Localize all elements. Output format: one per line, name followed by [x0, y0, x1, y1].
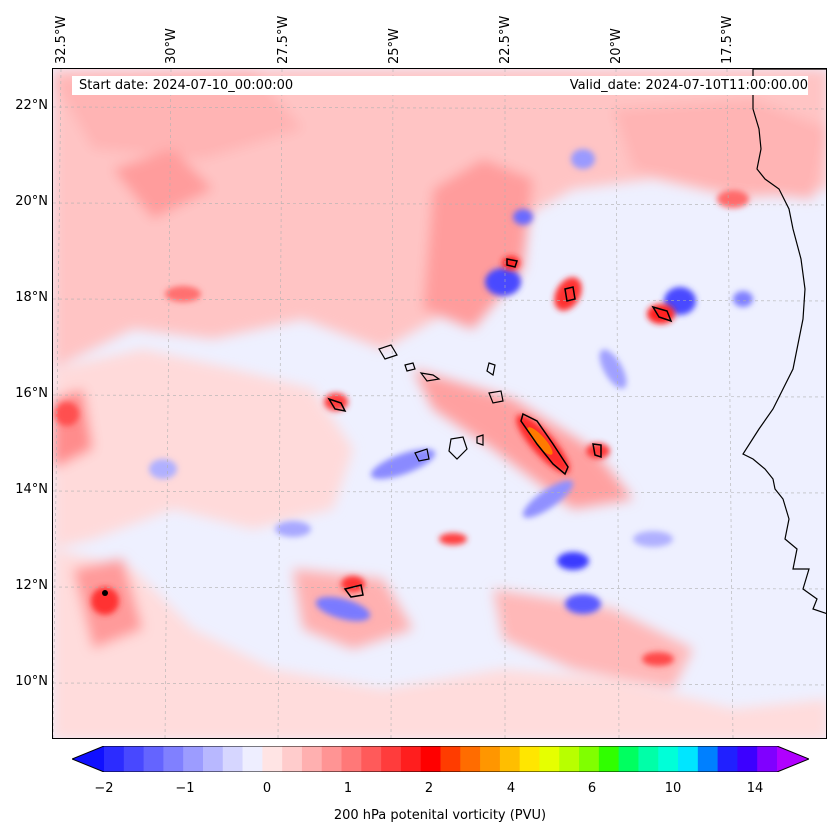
- pv-contours: [327, 258, 673, 598]
- colorbar-segment: [539, 746, 560, 772]
- colorbar-segment: [163, 746, 184, 772]
- cbar-tick: 2: [424, 781, 434, 796]
- colorbar-segment: [757, 746, 778, 772]
- lat-label-22n: 22°N: [15, 98, 48, 113]
- cbar-tick: −2: [94, 781, 114, 796]
- orange-maximum: [527, 427, 553, 455]
- lat-label-20n: 20°N: [15, 194, 48, 209]
- colorbar-segment: [737, 746, 758, 772]
- colorbar-segment: [638, 746, 659, 772]
- colorbar-segment: [321, 746, 343, 772]
- lon-label-27-5w: 27.5°W: [276, 15, 291, 64]
- lon-label-22-5w: 22.5°W: [498, 15, 513, 64]
- colorbar-segment: [559, 746, 580, 772]
- colorbar-segment: [658, 746, 679, 772]
- graticule: [53, 69, 826, 738]
- colorbar-segment: [579, 746, 600, 772]
- lat-label-16n: 16°N: [15, 386, 48, 401]
- colorbar-segment: [104, 746, 125, 772]
- colorbar-svg: [70, 745, 811, 773]
- colorbar-segment: [400, 746, 422, 772]
- valid-date-label: Valid_date: 2024-07-10T11:00:00.00: [569, 78, 808, 93]
- colorbar-segment: [262, 746, 283, 772]
- colorbar-segment: [618, 746, 640, 772]
- colorbar-segment: [222, 746, 244, 772]
- pv-field-map: [53, 69, 826, 738]
- colorbar-label: 200 hPa potenital vorticity (PVU): [333, 808, 547, 823]
- colorbar-extend-high: [777, 746, 809, 772]
- lat-label-18n: 18°N: [15, 290, 48, 305]
- cbar-tick: 10: [664, 781, 682, 796]
- lon-label-32-5w: 32.5°W: [54, 15, 69, 64]
- colorbar-segment: [499, 746, 521, 772]
- light-red-regions: [53, 69, 826, 738]
- colorbar-segment: [361, 746, 382, 772]
- cbar-tick: 6: [587, 781, 597, 796]
- colorbar-segment: [598, 746, 620, 772]
- cbar-tick: −1: [175, 781, 195, 796]
- cbar-tick: 1: [343, 781, 353, 796]
- cbar-tick: 14: [746, 781, 764, 796]
- colorbar-segment: [282, 746, 303, 772]
- lon-label-17-5w: 17.5°W: [720, 15, 735, 64]
- colorbar-segment: [242, 746, 263, 772]
- colorbar-segment: [480, 746, 501, 772]
- colorbar-segment: [519, 746, 541, 772]
- lon-label-20w: 20°W: [609, 28, 624, 64]
- colorbar-segment: [341, 746, 362, 772]
- lat-label-14n: 14°N: [15, 482, 48, 497]
- colorbar-segment: [202, 746, 224, 772]
- cbar-tick: 0: [262, 781, 272, 796]
- pv-maximum-dot: [102, 590, 108, 596]
- coastline-africa: [742, 69, 826, 614]
- colorbar-segment: [460, 746, 481, 772]
- colorbar-extend-low: [72, 746, 104, 772]
- colorbar-segment: [143, 746, 164, 772]
- cbar-tick: 4: [506, 781, 516, 796]
- lat-label-10n: 10°N: [15, 674, 48, 689]
- colorbar-segment: [183, 746, 204, 772]
- colorbar-segment: [717, 746, 739, 772]
- colorbar-segment: [301, 746, 323, 772]
- date-info-bar: [72, 76, 808, 95]
- start-date-label: Start date: 2024-07-10_00:00:00: [79, 78, 294, 93]
- colorbar-segment: [420, 746, 442, 772]
- colorbar-segment: [381, 746, 402, 772]
- colorbar: [70, 745, 811, 773]
- colorbar-segment: [440, 746, 461, 772]
- cape-verde-islands: [378, 344, 504, 462]
- map-panel: [52, 68, 827, 739]
- colorbar-segment: [678, 746, 699, 772]
- colorbar-segment: [123, 746, 145, 772]
- lon-label-25w: 25°W: [387, 28, 402, 64]
- lon-label-30w: 30°W: [164, 28, 179, 64]
- colorbar-segment: [697, 746, 719, 772]
- lat-label-12n: 12°N: [15, 578, 48, 593]
